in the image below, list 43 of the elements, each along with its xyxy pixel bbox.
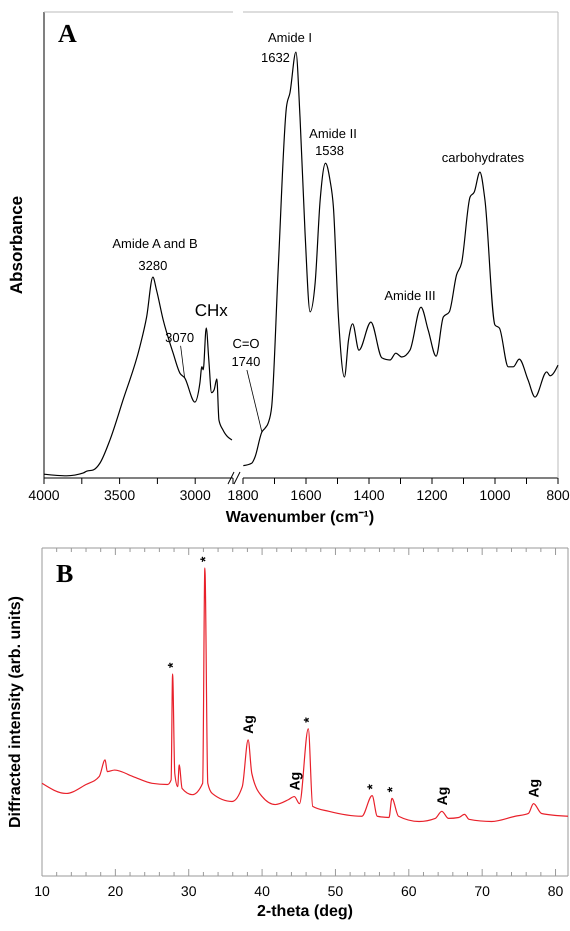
annotation: 1632 (261, 50, 290, 66)
chart-title: B (56, 559, 74, 588)
text: Amide I (268, 30, 312, 45)
x-tick-label: 80 (548, 883, 564, 899)
annotation: * (300, 716, 316, 723)
annotation: * (384, 786, 400, 792)
annotation: * (164, 662, 181, 668)
annotation: Ag (240, 715, 256, 734)
annotation: C=O (232, 336, 260, 351)
x-tick-label: 70 (474, 883, 490, 899)
annotation: 1740 (231, 354, 260, 369)
x-tick-label: 40 (254, 883, 270, 899)
x-tick-label: 1400 (353, 487, 385, 503)
y-axis-title: Absorbance (7, 196, 26, 294)
x-tick-label: 50 (328, 883, 344, 899)
annotation: Ag (434, 786, 450, 806)
x-tick-label: 1200 (416, 487, 448, 503)
x-axis-title: Wavenumber (cm⁻¹) (226, 509, 374, 526)
x-tick-label: 3000 (180, 487, 211, 503)
x-tick-label: 10 (34, 883, 50, 899)
text: Amide A and B (112, 236, 198, 251)
annotation: Amide II (309, 126, 357, 141)
y-axis-title: Diffracted intensity (arb. units) (7, 596, 24, 828)
x-tick-label: 800 (546, 487, 570, 503)
annotation: Amide III (384, 288, 436, 303)
annotation: Ag (286, 772, 302, 791)
x-tick-label: 1000 (479, 487, 511, 503)
x-tick-label: 3500 (104, 487, 136, 503)
annotation: 3280 (138, 258, 168, 274)
x-tick-label: 4000 (28, 487, 60, 503)
x-tick-label: 1800 (227, 487, 259, 503)
annotation: carbohydrates (442, 150, 525, 165)
x-axis-title: 2-theta (deg) (257, 903, 353, 920)
annotation: Ag (526, 778, 542, 798)
annotation: 1538 (315, 143, 344, 158)
x-tick-label: 30 (180, 883, 197, 899)
x-tick-label: 1600 (290, 487, 322, 503)
x-tick-label: 60 (401, 883, 417, 899)
annotation: * (196, 556, 213, 562)
chart-title: A (58, 19, 77, 48)
annotation: CHx (194, 300, 228, 320)
x-tick-label: 20 (108, 883, 124, 899)
annotation: * (364, 784, 380, 790)
